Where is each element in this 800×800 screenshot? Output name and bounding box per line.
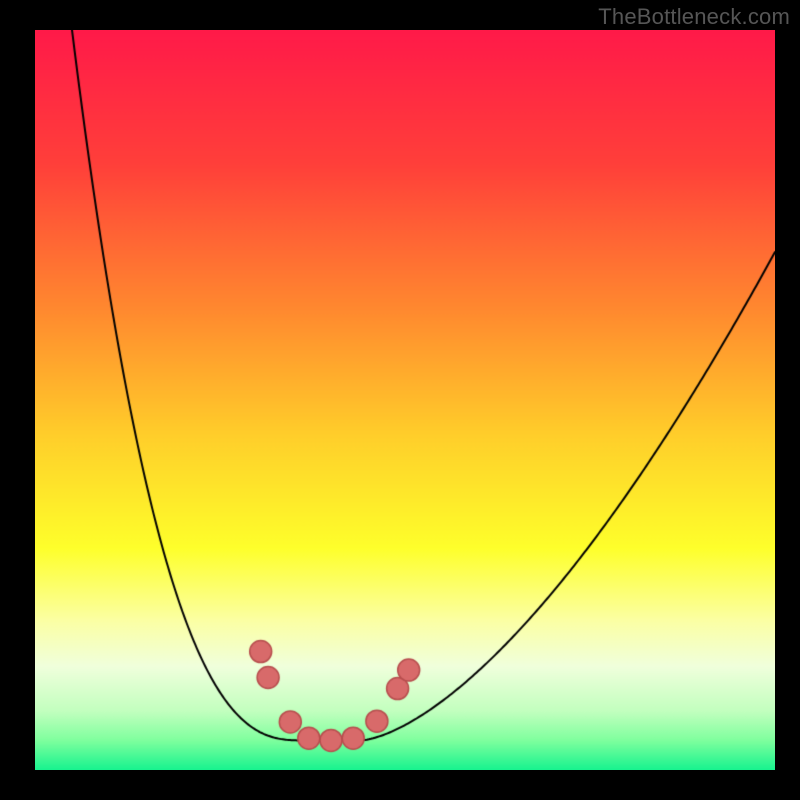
plot-area: [35, 30, 775, 770]
stage: TheBottleneck.com: [0, 0, 800, 800]
watermark-text: TheBottleneck.com: [598, 4, 790, 30]
curve-overlay: [35, 30, 775, 770]
